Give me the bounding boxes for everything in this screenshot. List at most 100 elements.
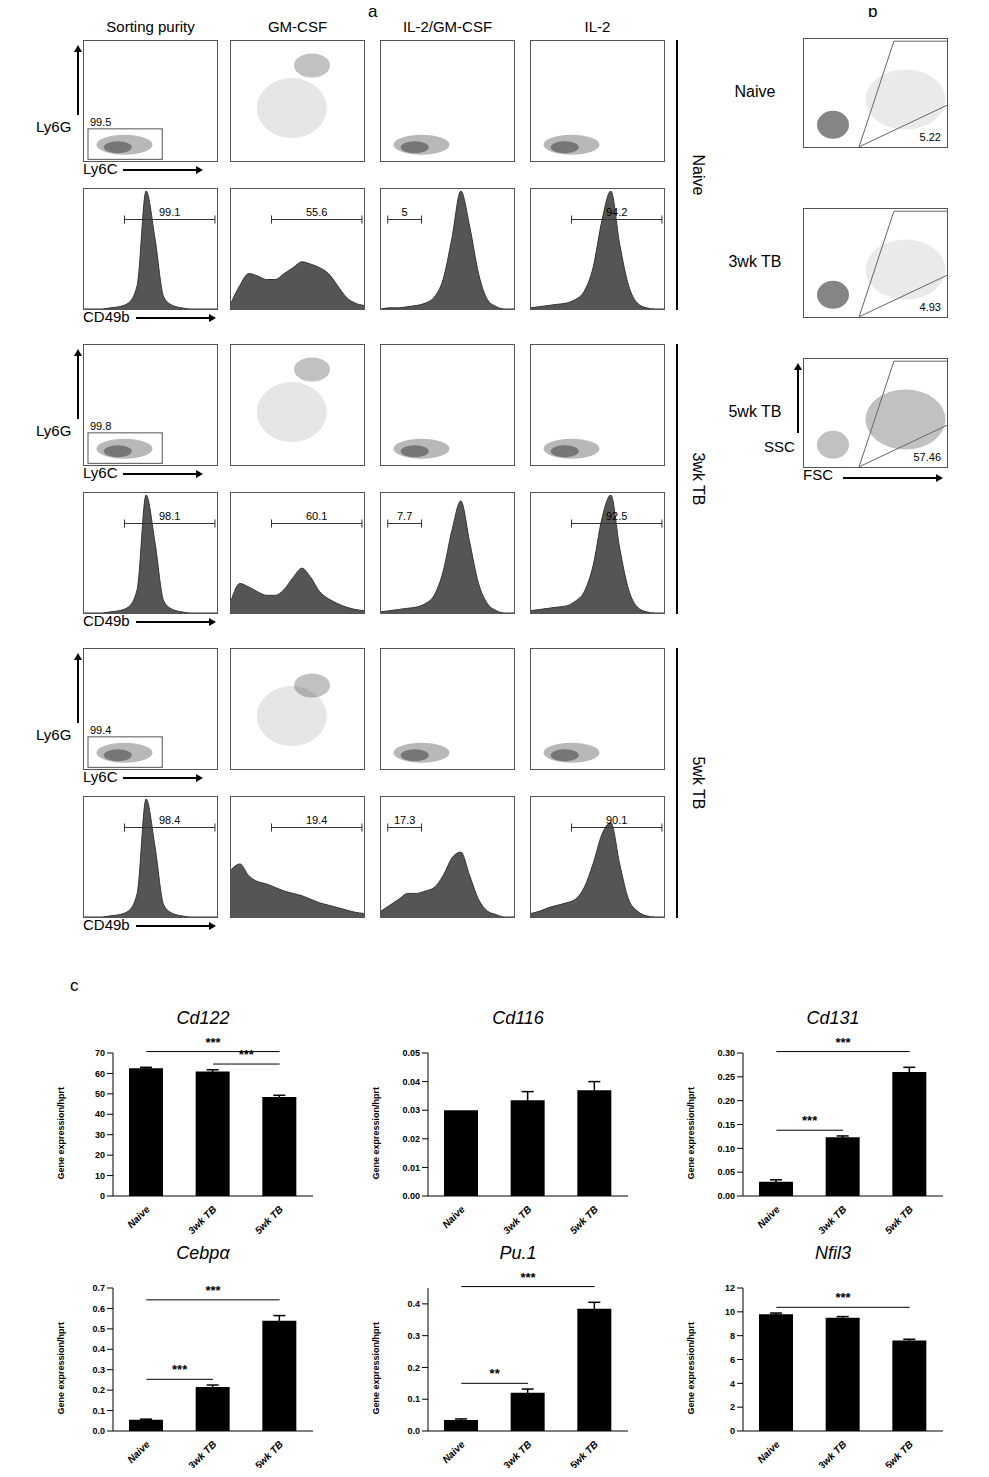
svg-text:60.1: 60.1	[306, 510, 327, 522]
svg-text:0.10: 0.10	[717, 1144, 735, 1154]
svg-text:0.04: 0.04	[402, 1077, 420, 1087]
svg-text:30: 30	[95, 1130, 105, 1140]
svg-text:20: 20	[95, 1150, 105, 1160]
svg-text:0.0: 0.0	[92, 1426, 105, 1436]
svg-text:94.2: 94.2	[606, 206, 627, 218]
html-text:Sorting purity: Sorting purity	[106, 18, 195, 35]
svg-text:5wk TB: 5wk TB	[883, 1439, 916, 1468]
svg-text:12: 12	[725, 1283, 735, 1293]
svg-text:3wk TB: 3wk TB	[186, 1204, 219, 1237]
svg-text:0.4: 0.4	[407, 1299, 420, 1309]
svg-text:**: **	[490, 1366, 501, 1381]
svg-text:0.6: 0.6	[92, 1304, 105, 1314]
svg-text:0.1: 0.1	[407, 1394, 420, 1404]
svg-text:99.1: 99.1	[159, 206, 180, 218]
svg-text:***: ***	[835, 1035, 851, 1050]
svg-text:60: 60	[95, 1069, 105, 1079]
svg-text:0.15: 0.15	[717, 1120, 735, 1130]
svg-text:0.05: 0.05	[402, 1048, 420, 1058]
svg-text:Naive: Naive	[440, 1438, 467, 1465]
svg-text:Naive: Naive	[440, 1203, 467, 1230]
html-text:Cebpα: Cebpα	[176, 1243, 230, 1263]
svg-text:***: ***	[205, 1283, 221, 1298]
svg-text:0: 0	[100, 1191, 105, 1201]
svg-text:5wk TB: 5wk TB	[568, 1204, 601, 1237]
svg-text:Gene expression/hprt: Gene expression/hprt	[371, 1087, 381, 1180]
svg-text:0.25: 0.25	[717, 1072, 735, 1082]
svg-text:8: 8	[730, 1331, 735, 1341]
svg-text:99.5: 99.5	[90, 116, 111, 128]
svg-text:3wk TB: 3wk TB	[816, 1439, 849, 1468]
svg-text:7.7: 7.7	[397, 510, 412, 522]
svg-text:70: 70	[95, 1048, 105, 1058]
svg-text:Gene expression/hprt: Gene expression/hprt	[686, 1087, 696, 1180]
svg-text:0.30: 0.30	[717, 1048, 735, 1058]
svg-text:3wk TB: 3wk TB	[501, 1439, 534, 1468]
svg-text:Naive: Naive	[755, 1203, 782, 1230]
svg-text:***: ***	[835, 1290, 851, 1305]
svg-text:92.5: 92.5	[606, 510, 627, 522]
svg-text:4: 4	[730, 1379, 735, 1389]
svg-text:3wk TB: 3wk TB	[816, 1204, 849, 1237]
html-text:Pu.1: Pu.1	[499, 1243, 537, 1263]
svg-text:3wk TB: 3wk TB	[186, 1439, 219, 1468]
svg-text:0.3: 0.3	[92, 1365, 105, 1375]
svg-text:Naive: Naive	[125, 1438, 152, 1465]
svg-text:Gene expression/hprt: Gene expression/hprt	[686, 1322, 696, 1415]
svg-text:98.4: 98.4	[159, 814, 180, 826]
svg-text:0.02: 0.02	[402, 1134, 420, 1144]
svg-text:0.4: 0.4	[92, 1344, 105, 1354]
svg-text:0.01: 0.01	[402, 1163, 420, 1173]
svg-text:Gene expression/hprt: Gene expression/hprt	[56, 1322, 66, 1415]
svg-text:10: 10	[95, 1171, 105, 1181]
svg-text:0.7: 0.7	[92, 1283, 105, 1293]
html-text:Cd122: Cd122	[176, 1008, 230, 1028]
svg-text:0.00: 0.00	[402, 1191, 420, 1201]
svg-text:0.0: 0.0	[407, 1426, 420, 1436]
svg-text:Gene expression/hprt: Gene expression/hprt	[56, 1087, 66, 1180]
svg-text:Naive: Naive	[755, 1438, 782, 1465]
svg-text:19.4: 19.4	[306, 814, 327, 826]
svg-text:0.00: 0.00	[717, 1191, 735, 1201]
svg-text:5wk TB: 5wk TB	[883, 1204, 916, 1237]
svg-text:0: 0	[730, 1426, 735, 1436]
svg-text:5wk TB: 5wk TB	[568, 1439, 601, 1468]
svg-text:2: 2	[730, 1402, 735, 1412]
svg-text:***: ***	[802, 1113, 818, 1128]
svg-text:***: ***	[239, 1047, 255, 1062]
svg-text:17.3: 17.3	[394, 814, 415, 826]
svg-text:6: 6	[730, 1355, 735, 1365]
svg-text:55.6: 55.6	[306, 206, 327, 218]
svg-text:10: 10	[725, 1307, 735, 1317]
svg-text:Gene expression/hprt: Gene expression/hprt	[371, 1322, 381, 1415]
svg-text:0.2: 0.2	[407, 1363, 420, 1373]
svg-text:0.03: 0.03	[402, 1105, 420, 1115]
svg-text:0.1: 0.1	[92, 1406, 105, 1416]
svg-text:5.22: 5.22	[920, 131, 941, 143]
svg-text:40: 40	[95, 1109, 105, 1119]
svg-text:99.4: 99.4	[90, 724, 111, 736]
svg-text:Naive: Naive	[125, 1203, 152, 1230]
svg-text:0.05: 0.05	[717, 1167, 735, 1177]
svg-text:5: 5	[402, 206, 408, 218]
svg-text:***: ***	[520, 1270, 536, 1285]
svg-text:3wk TB: 3wk TB	[501, 1204, 534, 1237]
html-text:GM-CSF: GM-CSF	[267, 18, 328, 35]
svg-text:57.46: 57.46	[913, 451, 941, 463]
svg-text:90.1: 90.1	[606, 814, 627, 826]
svg-text:50: 50	[95, 1089, 105, 1099]
svg-text:0.20: 0.20	[717, 1096, 735, 1106]
svg-text:98.1: 98.1	[159, 510, 180, 522]
svg-text:4.93: 4.93	[920, 301, 941, 313]
svg-text:5wk TB: 5wk TB	[253, 1204, 286, 1237]
html-text:Nfil3: Nfil3	[815, 1243, 851, 1263]
html-text:Cd131: Cd131	[806, 1008, 860, 1028]
svg-text:***: ***	[205, 1035, 221, 1050]
svg-text:***: ***	[172, 1362, 188, 1377]
svg-text:99.8: 99.8	[90, 420, 111, 432]
html-text:Cd116: Cd116	[492, 1008, 544, 1028]
svg-text:0.3: 0.3	[407, 1331, 420, 1341]
svg-text:0.5: 0.5	[92, 1324, 105, 1334]
svg-text:0.2: 0.2	[92, 1385, 105, 1395]
svg-text:5wk TB: 5wk TB	[253, 1439, 286, 1468]
